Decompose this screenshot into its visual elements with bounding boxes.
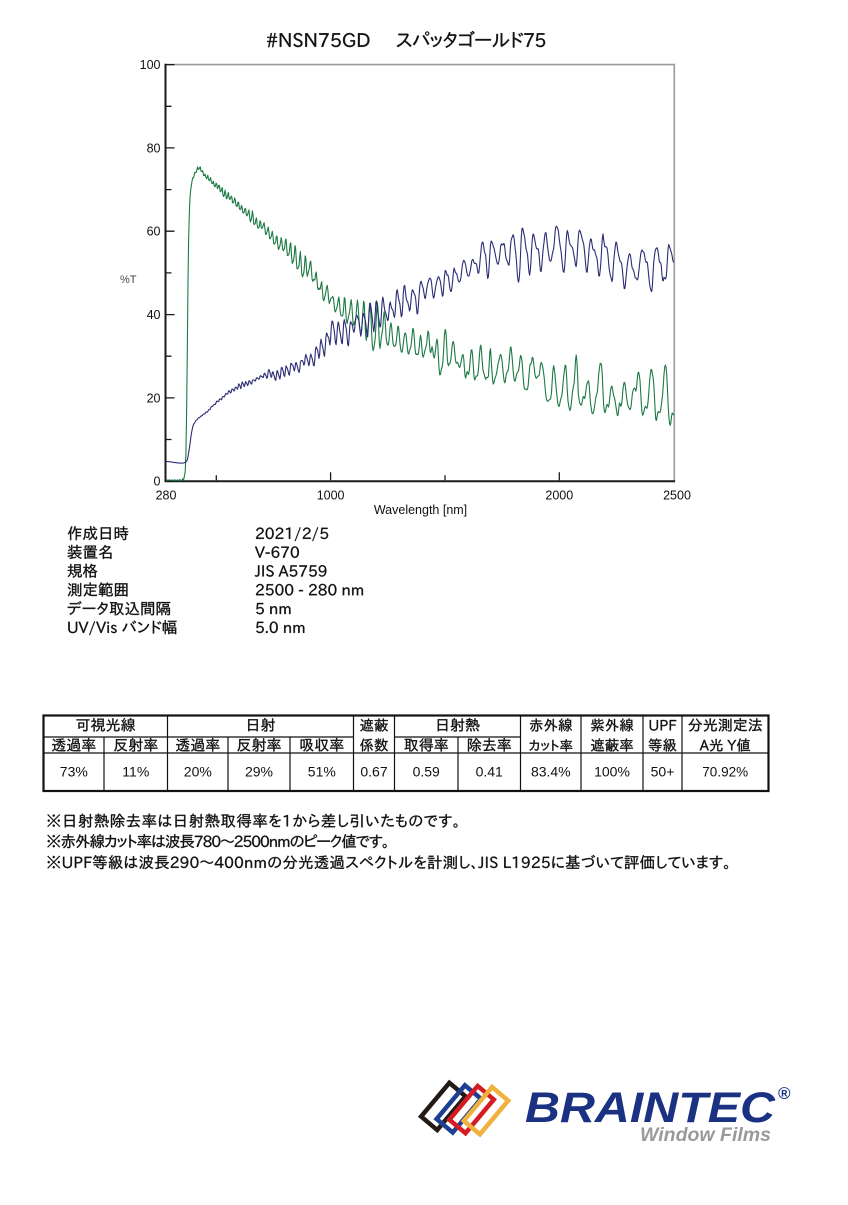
svg-text:80: 80: [147, 141, 161, 155]
svg-text:20: 20: [147, 391, 161, 405]
svg-text:280: 280: [156, 489, 177, 503]
svg-text:0.41: 0.41: [476, 764, 503, 780]
svg-text:2500: 2500: [663, 489, 691, 503]
svg-text:2000: 2000: [545, 489, 573, 503]
svg-text:83.4%: 83.4%: [531, 764, 571, 780]
svg-text:11%: 11%: [122, 764, 149, 780]
svg-text:%T: %T: [120, 274, 137, 286]
svg-text:Window Films: Window Films: [640, 1124, 771, 1146]
svg-text:100%: 100%: [594, 764, 630, 780]
svg-text:40: 40: [147, 308, 161, 322]
svg-text:60: 60: [147, 225, 161, 239]
svg-text:29%: 29%: [245, 764, 273, 780]
svg-text:20%: 20%: [184, 764, 212, 780]
svg-text:73%: 73%: [60, 764, 88, 780]
svg-text:0.59: 0.59: [413, 764, 440, 780]
svg-text:1000: 1000: [317, 489, 345, 503]
svg-text:®: ®: [778, 1084, 791, 1103]
svg-text:0: 0: [154, 475, 161, 489]
svg-text:70.92%: 70.92%: [702, 765, 748, 780]
svg-text:Wavelength [nm]: Wavelength [nm]: [374, 503, 467, 517]
svg-text:51%: 51%: [308, 764, 336, 780]
svg-text:0.67: 0.67: [360, 764, 387, 780]
svg-text:BRAINTEC: BRAINTEC: [525, 1084, 776, 1132]
svg-text:50+: 50+: [651, 764, 675, 780]
svg-text:100: 100: [140, 58, 161, 72]
